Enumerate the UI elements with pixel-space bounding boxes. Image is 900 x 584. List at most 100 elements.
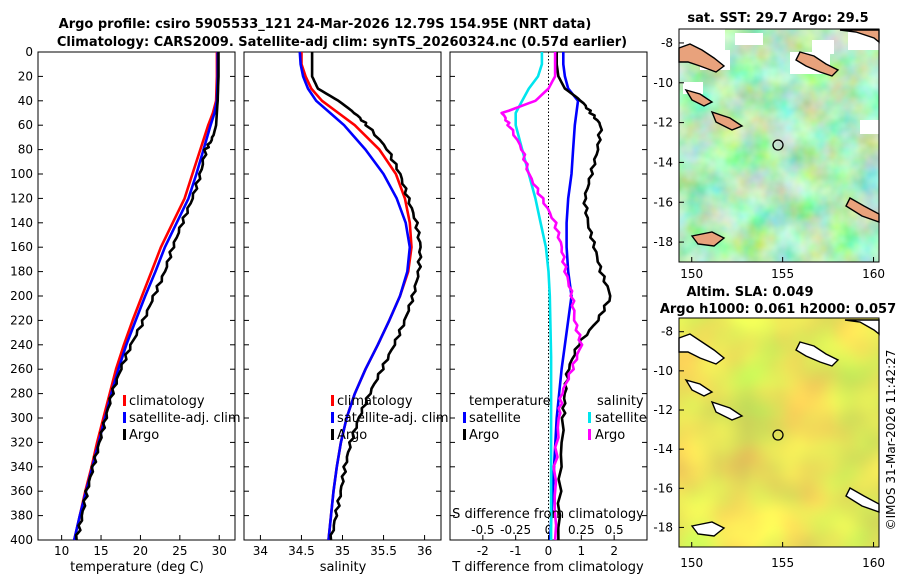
y-tick-label: 400 — [10, 533, 33, 547]
temperature-panel — [37, 51, 236, 541]
map-x-tick-label: 150 — [680, 267, 703, 281]
map-x-tick-label: 155 — [771, 267, 794, 281]
x-tick-label: 35 — [335, 544, 350, 558]
legend-label-climatology: climatology — [337, 394, 413, 409]
x-tick-label: 0 — [545, 544, 553, 558]
sla-map-frame — [678, 317, 880, 548]
legend-label-satellite: satellite-adj. clim — [337, 411, 449, 426]
x-tick-label: 10 — [54, 544, 69, 558]
map-y-tick-label: -10 — [653, 76, 673, 90]
salinity-plot: 34 34.5 35 35.5 36 — [244, 51, 441, 558]
sla-map-title-line2: Argo h1000: 0.061 h2000: 0.057 — [660, 302, 896, 317]
legend-swatch-satellite — [123, 412, 126, 423]
y-tick-label: 280 — [10, 387, 33, 401]
legend-swatch-argo — [331, 429, 334, 440]
y-tick-label: 240 — [10, 338, 33, 352]
series-line-argo — [310, 52, 423, 541]
map-y-tick-label: -18 — [653, 520, 673, 534]
series-line-argo — [74, 52, 220, 541]
x-tick-label: 36 — [417, 544, 432, 558]
legend-swatch-climatology — [331, 395, 334, 406]
map-y-tick-label: -14 — [653, 155, 673, 169]
y-tick-label: 220 — [10, 313, 33, 327]
series-line-s-argo — [500, 52, 584, 541]
sla-coastline — [678, 319, 880, 537]
map-x-tick-label: 150 — [680, 556, 703, 570]
x-tick-label: 2 — [610, 544, 618, 558]
map-y-tick-label: -12 — [653, 403, 673, 417]
temperature-legend: climatology satellite-adj. clim Argo — [123, 394, 241, 443]
y-tick-label: 100 — [10, 167, 33, 181]
difference-legend: temperature satellite Argo salinity sate… — [463, 394, 647, 443]
y-tick-label: 120 — [10, 191, 33, 205]
imos-watermark: ©IMOS 31-Mar-2026 11:42:27 — [884, 350, 898, 531]
temperature-plot: 10 15 20 25 30020406080100120140160180200220… — [10, 45, 235, 558]
map-y-tick-label: -16 — [653, 481, 673, 495]
tdiff-xlabel: T difference from climatology — [451, 560, 644, 575]
legend-swatch-t-satellite — [463, 412, 466, 423]
x-tick-label: 30 — [212, 544, 227, 558]
x-tick-label: 20 — [133, 544, 148, 558]
map-x-tick-label: 160 — [862, 267, 885, 281]
x-tick-label: 25 — [172, 544, 187, 558]
x-tick-label: -2 — [477, 544, 489, 558]
y-tick-label: 320 — [10, 435, 33, 449]
series-line-satellite-adj-clim — [298, 51, 412, 541]
map-y-tick-label: -10 — [653, 364, 673, 378]
x-tick-label: 15 — [93, 544, 108, 558]
difference-plot: -2 -1 0 1 2 -0.5 -0.25 0 0.25 0.5 — [450, 51, 647, 558]
sst-coastline — [678, 29, 880, 247]
y-tick-label: 60 — [18, 118, 33, 132]
legend-label-argo: Argo — [337, 428, 367, 443]
x-tick-label: 34 — [253, 544, 268, 558]
y-tick-label: 80 — [18, 143, 33, 157]
y-tick-label: 0 — [25, 45, 33, 59]
y-tick-label: 200 — [10, 289, 33, 303]
y-tick-label: 140 — [10, 216, 33, 230]
x-tick-label: 34.5 — [288, 544, 315, 558]
series-line-climatology — [300, 52, 413, 541]
sla-map — [678, 317, 880, 548]
y-tick-label: 300 — [10, 411, 33, 425]
legend-title-temperature: temperature — [469, 394, 551, 409]
map-y-tick-label: -18 — [653, 235, 673, 249]
sla-argo-marker — [772, 429, 784, 441]
map-y-tick-label: -8 — [661, 325, 673, 339]
legend-label-s-argo: Argo — [595, 428, 625, 443]
y-tick-label: 340 — [10, 460, 33, 474]
series-line-t-satellite — [548, 52, 580, 541]
map-x-tick-label: 160 — [862, 556, 885, 570]
s-tick-label: 0 — [545, 523, 553, 537]
legend-swatch-argo — [123, 429, 126, 440]
legend-label-t-satellite: satellite — [469, 411, 521, 426]
sst-argo-marker — [772, 139, 784, 151]
legend-label-s-satellite: satellite — [595, 411, 647, 426]
legend-swatch-t-argo — [463, 429, 466, 440]
map-y-tick-label: -8 — [661, 36, 673, 50]
series-line-s-satellite — [514, 52, 553, 540]
sst-map-frame — [678, 28, 880, 263]
legend-swatch-satellite — [331, 412, 334, 423]
x-tick-label: -1 — [510, 544, 522, 558]
sla-map-title-line1: Altim. SLA: 0.049 — [687, 285, 814, 300]
figure-title-line1: Argo profile: csiro 5905533_121 24-Mar-2… — [59, 17, 592, 32]
y-tick-label: 20 — [18, 69, 33, 83]
legend-title-salinity: salinity — [597, 394, 644, 409]
legend-swatch-s-satellite — [588, 412, 591, 423]
legend-label-argo: Argo — [129, 428, 159, 443]
map-y-tick-label: -12 — [653, 116, 673, 130]
map-x-tick-label: 155 — [771, 556, 794, 570]
series-line-t-argo — [555, 52, 612, 541]
y-tick-label: 360 — [10, 484, 33, 498]
x-tick-label: 35.5 — [370, 544, 397, 558]
y-tick-label: 40 — [18, 94, 33, 108]
sst-map — [678, 28, 880, 263]
series-line-satellite-adj-clim — [72, 52, 219, 541]
salinity-xlabel: salinity — [320, 560, 367, 575]
s-tick-label: -0.5 — [471, 523, 494, 537]
map-y-tick-label: -14 — [653, 442, 673, 456]
y-tick-label: 380 — [10, 509, 33, 523]
s-tick-label: -0.25 — [500, 523, 531, 537]
s-tick-label: 0.25 — [568, 523, 595, 537]
